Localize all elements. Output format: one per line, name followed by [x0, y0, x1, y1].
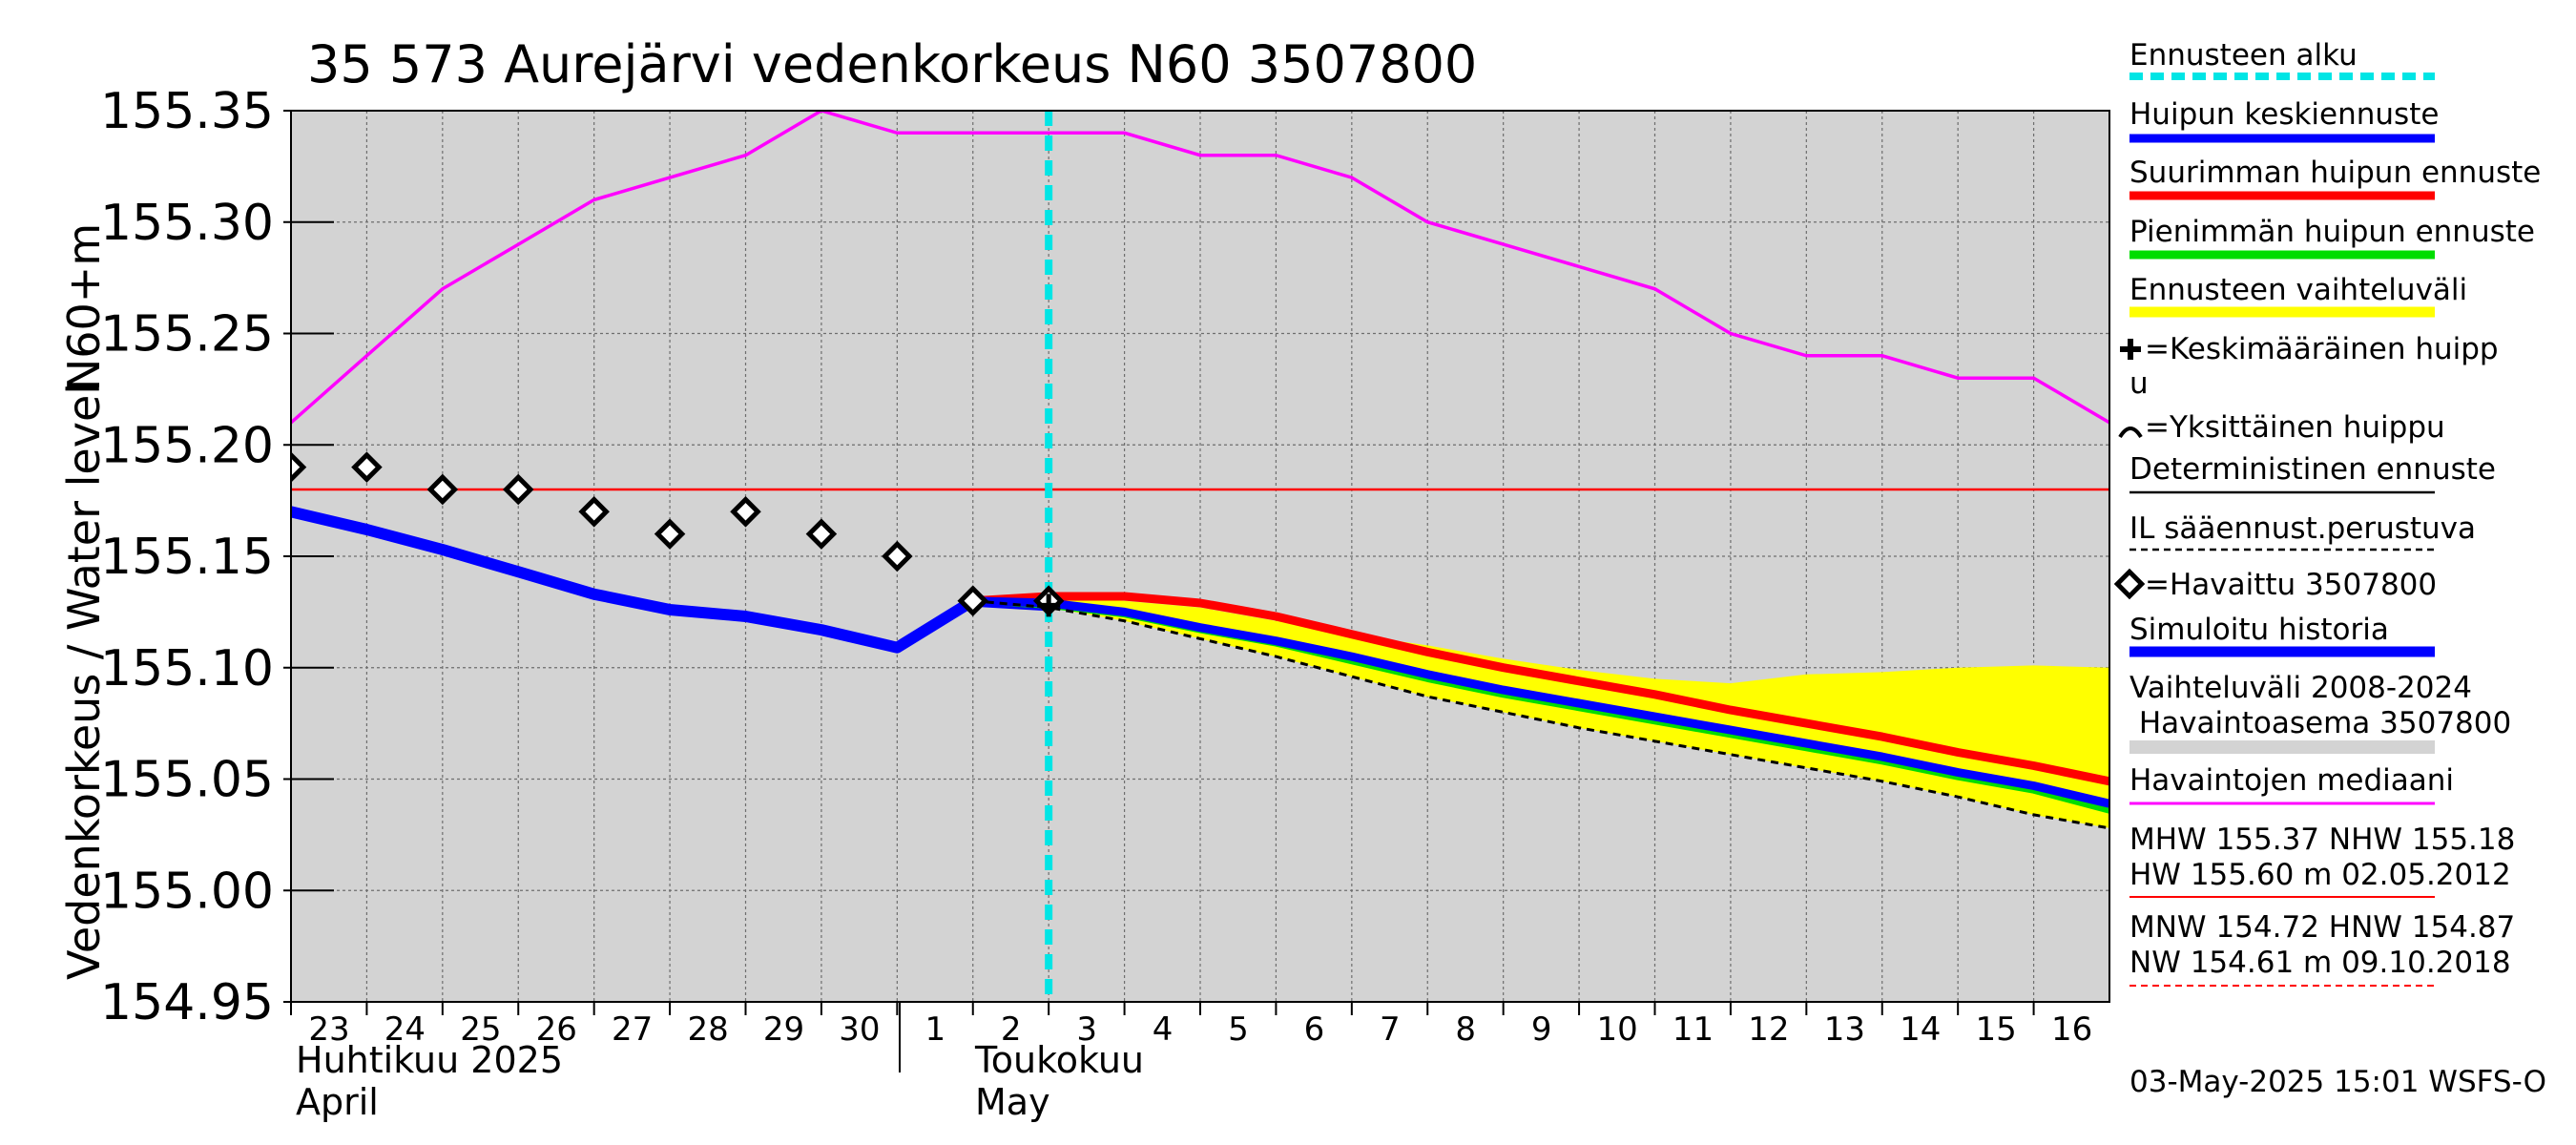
x-tick-label: 5	[1228, 1010, 1249, 1049]
y-axis-label: Vedenkorkeus / Water level	[58, 383, 110, 980]
il-forecast-line	[972, 599, 2109, 830]
legend-label-var-range-station: Havaintoasema 3507800	[2129, 706, 2511, 740]
observed-point	[957, 585, 989, 616]
y-tick-label: 155.30	[100, 195, 274, 252]
x-tick-label: 3	[1076, 1010, 1097, 1049]
arc-icon	[2118, 427, 2143, 439]
x-tick-label: 8	[1455, 1010, 1476, 1049]
x-tick-label: 1	[925, 1010, 946, 1049]
x-tick-label: 15	[1976, 1010, 2017, 1049]
plus-icon	[2120, 339, 2141, 360]
y-tick-label: 155.00	[100, 863, 274, 920]
month-label-may-en: May	[975, 1081, 1050, 1123]
simulated-history-line	[291, 506, 1055, 654]
legend-label-mean-peak: =Keskimääräinen huipp	[2145, 332, 2499, 366]
chart-title: 35 573 Aurejärvi vedenkorkeus N60 350780…	[307, 34, 1477, 94]
y-tick-label: 155.25	[100, 306, 274, 364]
x-tick-label: 13	[1824, 1010, 1865, 1049]
series-layer	[291, 111, 2109, 1002]
y-tick-label: 154.95	[100, 974, 274, 1031]
y-tick-label: 155.10	[100, 640, 274, 697]
x-tick-label: 9	[1531, 1010, 1552, 1049]
legend-label-hw: HW 155.60 m 02.05.2012	[2129, 858, 2511, 892]
month-label-april-en: April	[296, 1081, 379, 1123]
x-tick-label: 24	[384, 1010, 426, 1049]
y-axis-label-unit: N60+m	[58, 223, 110, 391]
timestamp: 03-May-2025 15:01 WSFS-O	[2129, 1065, 2546, 1099]
x-tick-label: 6	[1304, 1010, 1325, 1049]
x-tick-label: 4	[1153, 1010, 1174, 1049]
legend-label-var-range: Vaihteluväli 2008-2024	[2129, 671, 2472, 705]
observed-point	[730, 496, 761, 528]
month-label-may-fi: Toukokuu	[974, 1039, 1144, 1081]
observed-point	[426, 473, 459, 506]
y-axis: 155.35 155.30 155.25 155.20 155.15 155.10 155.…	[100, 83, 334, 1031]
x-tick-label: 28	[687, 1010, 728, 1049]
max-forecast-line	[972, 592, 2109, 786]
legend-label-range: Ennusteen vaihteluväli	[2129, 273, 2467, 307]
legend-label-median: Havaintojen mediaani	[2129, 763, 2454, 798]
legend-label-mean-forecast: Huipun keskiennuste	[2129, 97, 2439, 132]
x-tick-label: 14	[1900, 1010, 1941, 1049]
x-tick-label: 12	[1748, 1010, 1789, 1049]
x-tick-label: 11	[1672, 1010, 1714, 1049]
observed-point	[502, 473, 534, 506]
legend-label-observed: =Havaittu 3507800	[2145, 568, 2437, 602]
plot-area	[291, 111, 2109, 1002]
legend-label-single-peak: =Yksittäinen huippu	[2145, 410, 2445, 445]
observed-point	[578, 496, 610, 528]
x-tick-label: 29	[763, 1010, 804, 1049]
legend-label-nw: NW 154.61 m 09.10.2018	[2129, 946, 2511, 980]
legend-label-forecast-start: Ennusteen alku	[2129, 38, 2358, 73]
observed-point	[351, 451, 383, 483]
observed-point	[882, 540, 913, 572]
x-tick-label: 2	[1001, 1010, 1022, 1049]
x-tick-label: 23	[308, 1010, 349, 1049]
x-tick-label: 10	[1596, 1010, 1637, 1049]
observed-point	[805, 518, 838, 550]
legend-label-mean-peak-cont: u	[2129, 366, 2149, 401]
observed-point	[291, 451, 307, 483]
x-tick-label: 26	[536, 1010, 577, 1049]
legend: Ennusteen alku Huipun keskiennuste Suuri…	[2113, 38, 2541, 987]
legend-label-mhw: MHW 155.37 NHW 155.18	[2129, 822, 2515, 857]
month-label-april-fi: Huhtikuu 2025	[296, 1039, 563, 1081]
mean-forecast-line	[972, 596, 2109, 808]
x-tick-label: 7	[1380, 1010, 1401, 1049]
median-line	[291, 111, 2109, 425]
observed-point	[654, 518, 686, 550]
y-tick-label: 155.15	[100, 529, 274, 586]
x-tick-label: 25	[460, 1010, 501, 1049]
legend-label-max-forecast: Suurimman huipun ennuste	[2129, 156, 2541, 190]
y-tick-label: 155.05	[100, 752, 274, 809]
legend-label-simulated: Simuloitu historia	[2129, 613, 2389, 647]
legend-label-deterministic: Deterministinen ennuste	[2129, 452, 2496, 487]
y-tick-label: 155.35	[100, 83, 274, 140]
y-tick-label: 155.20	[100, 417, 274, 474]
x-tick-label: 27	[612, 1010, 653, 1049]
legend-label-il: IL sääennust.perustuva	[2129, 511, 2476, 546]
x-tick-label: 30	[839, 1010, 880, 1049]
legend-label-min-forecast: Pienimmän huipun ennuste	[2129, 215, 2535, 249]
x-tick-label: 16	[2051, 1010, 2092, 1049]
diamond-icon	[2113, 568, 2146, 600]
x-axis: 23 24 25 26 27 28 29 30 1 2 3 4 5 6 7 8 9 10 11 12 13 14 15 16	[290, 1002, 2092, 1049]
legend-label-mnw: MNW 154.72 HNW 154.87	[2129, 910, 2515, 945]
